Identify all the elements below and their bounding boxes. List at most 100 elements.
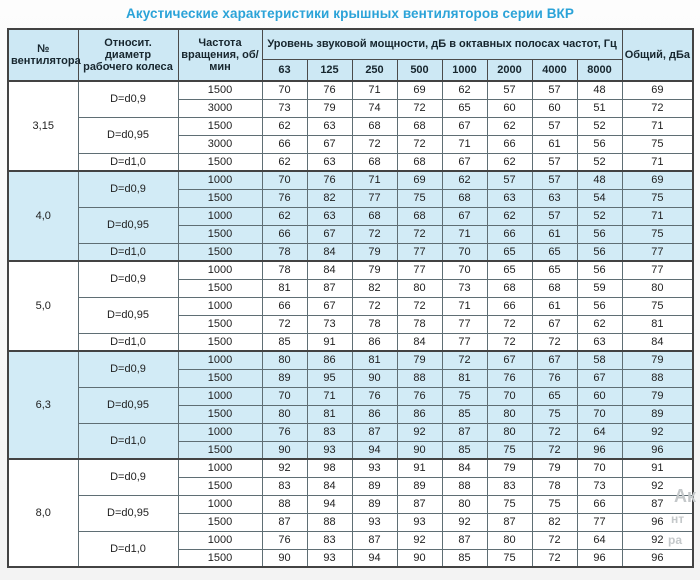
- spl-value-cell-8000hz: 56: [576, 224, 623, 244]
- speed-cell: 1500: [177, 314, 263, 334]
- speed-cell: 1500: [177, 368, 263, 388]
- spl-value-cell-2000hz: 65: [486, 242, 533, 262]
- spl-value-cell-125hz: 82: [306, 188, 353, 208]
- spl-value-cell-63hz: 62: [261, 206, 308, 226]
- table-row: 1500 76 82 77 75 68 63 63 54 75: [8, 188, 694, 208]
- table-row: 6,3 D=d0,9 1000 80 86 81 79 72 67 67 58 79: [7, 350, 694, 460]
- spl-value-cell-1000hz: 70: [441, 242, 488, 262]
- spl-value-cell-500hz: 92: [396, 422, 443, 442]
- spl-value-cell-125hz: 63: [306, 206, 353, 226]
- spl-value-cell-250hz: 74: [351, 98, 398, 118]
- spl-value-cell-500hz: 76: [396, 386, 443, 406]
- spl-value-cell-4000hz: 72: [531, 530, 578, 550]
- spl-value-cell-2000hz: 66: [486, 134, 533, 154]
- speed-cell: 1000: [177, 530, 263, 550]
- spl-value-cell-4000hz: 63: [531, 188, 578, 208]
- speed-cell: 1500: [177, 80, 263, 100]
- total-dba-cell: 80: [621, 278, 694, 298]
- total-dba-cell: 81: [621, 314, 694, 334]
- spl-value-cell-4000hz: 72: [531, 332, 578, 352]
- spl-value-cell-500hz: 68: [396, 116, 443, 136]
- spl-value-cell-125hz: 86: [306, 350, 353, 370]
- spl-value-cell-500hz: 91: [396, 458, 443, 478]
- spl-value-cell-500hz: 86: [396, 404, 443, 424]
- spl-value-cell-63hz: 78: [261, 242, 308, 262]
- speed-cell: 1000: [177, 422, 263, 442]
- diameter-cell: D=d0,95: [77, 386, 179, 424]
- total-dba-cell: 71: [621, 116, 694, 136]
- spl-value-cell-63hz: 90: [261, 440, 308, 460]
- spl-value-cell-63hz: 76: [261, 422, 308, 442]
- spl-value-cell-125hz: 83: [306, 530, 353, 550]
- spl-value-cell-125hz: 63: [306, 152, 353, 172]
- spl-value-cell-4000hz: 75: [531, 494, 578, 514]
- speed-cell: 1500: [177, 224, 263, 244]
- spl-value-cell-4000hz: 67: [531, 314, 578, 334]
- speed-cell: 1000: [177, 206, 263, 226]
- watermark-fragment: Ак: [674, 486, 697, 506]
- total-dba-cell: 92: [621, 530, 694, 550]
- spl-value-cell-63hz: 80: [261, 350, 308, 370]
- spl-value-cell-63hz: 73: [261, 98, 308, 118]
- diameter-cell: D=d0,9: [77, 260, 179, 298]
- spl-value-cell-2000hz: 57: [486, 170, 533, 190]
- header-speed: Частота вращения, об/мин: [177, 28, 263, 82]
- spl-value-cell-4000hz: 72: [531, 440, 578, 460]
- total-dba-cell: 69: [621, 170, 694, 190]
- spl-value-cell-2000hz: 83: [486, 476, 533, 496]
- diameter-cell: D=d1,0: [77, 422, 179, 460]
- header-frequency-4000: 4000: [531, 58, 578, 82]
- fan-number-cell: 8,0: [7, 458, 79, 568]
- spl-value-cell-8000hz: 54: [576, 188, 623, 208]
- spl-value-cell-125hz: 93: [306, 440, 353, 460]
- spl-value-cell-125hz: 93: [306, 548, 353, 568]
- spl-value-cell-63hz: 85: [261, 332, 308, 352]
- speed-cell: 1000: [177, 260, 263, 280]
- header-frequency-1000: 1000: [441, 58, 488, 82]
- spl-value-cell-250hz: 81: [351, 350, 398, 370]
- table-row: D=d0,95 1500 62 63 68 68 67 62 57 52 71: [8, 116, 694, 154]
- spl-value-cell-500hz: 79: [396, 350, 443, 370]
- spl-value-cell-500hz: 77: [396, 242, 443, 262]
- speed-cell: 1500: [177, 440, 263, 460]
- spl-value-cell-1000hz: 77: [441, 314, 488, 334]
- table-row: D=d0,95 1000 70 71 76 76 75 70 65 60 79: [8, 386, 694, 424]
- spl-value-cell-500hz: 69: [396, 80, 443, 100]
- spl-value-cell-4000hz: 61: [531, 296, 578, 316]
- spl-value-cell-8000hz: 96: [576, 440, 623, 460]
- spl-value-cell-4000hz: 60: [531, 98, 578, 118]
- table-row: 1500 90 93 94 90 85 75 72 96 96: [8, 548, 694, 568]
- spl-value-cell-2000hz: 57: [486, 80, 533, 100]
- spl-value-cell-250hz: 93: [351, 512, 398, 532]
- spl-value-cell-1000hz: 72: [441, 350, 488, 370]
- total-dba-cell: 75: [621, 188, 694, 208]
- total-dba-cell: 96: [621, 548, 694, 568]
- speed-cell: 1500: [177, 188, 263, 208]
- spl-value-cell-2000hz: 72: [486, 314, 533, 334]
- total-dba-cell: 71: [621, 152, 694, 172]
- speed-cell: 1500: [177, 548, 263, 568]
- speed-cell: 1500: [177, 152, 263, 172]
- total-dba-cell: 87: [621, 494, 694, 514]
- spl-value-cell-4000hz: 57: [531, 80, 578, 100]
- spl-value-cell-4000hz: 57: [531, 170, 578, 190]
- spl-value-cell-250hz: 93: [351, 458, 398, 478]
- spl-value-cell-250hz: 78: [351, 314, 398, 334]
- diameter-cell: D=d1,0: [77, 242, 179, 262]
- spl-value-cell-4000hz: 57: [531, 152, 578, 172]
- spl-value-cell-500hz: 90: [396, 440, 443, 460]
- table-row: 3,15 D=d0,9 1500 70 76 71 69 62 57 57 48 69: [7, 80, 694, 172]
- diameter-cell: D=d0,95: [77, 296, 179, 334]
- header-row-top: № вентилятора Относит. диаметр рабочего …: [7, 28, 694, 82]
- spl-value-cell-4000hz: 57: [531, 206, 578, 226]
- spl-value-cell-125hz: 81: [306, 404, 353, 424]
- table-row: 3000 66 67 72 72 71 66 61 56 75: [8, 134, 694, 154]
- spl-value-cell-4000hz: 67: [531, 350, 578, 370]
- spl-value-cell-63hz: 89: [261, 368, 308, 388]
- total-dba-cell: 91: [621, 458, 694, 478]
- spl-value-cell-1000hz: 75: [441, 386, 488, 406]
- total-dba-cell: 75: [621, 134, 694, 154]
- spl-value-cell-250hz: 89: [351, 476, 398, 496]
- header-frequency-2000: 2000: [486, 58, 533, 82]
